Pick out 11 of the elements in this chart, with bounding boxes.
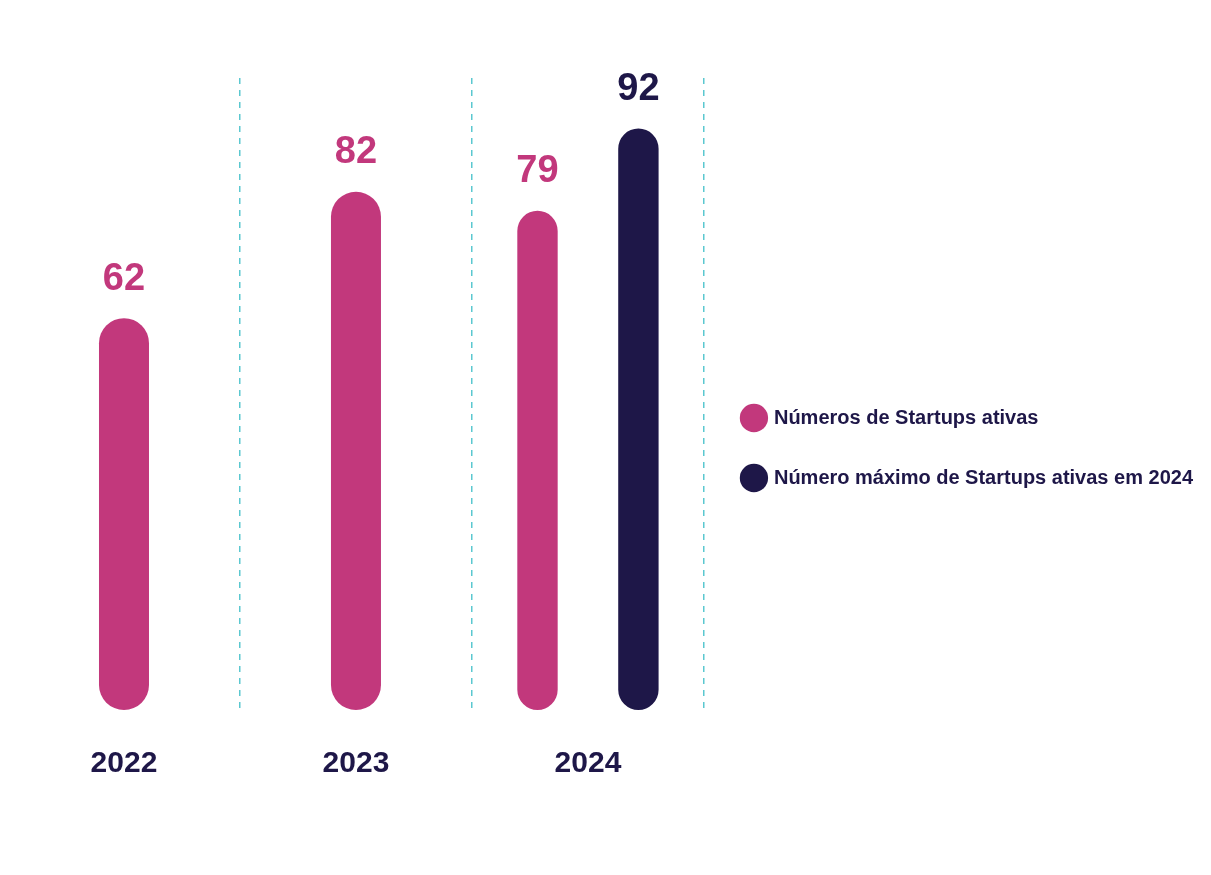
bar (98, 318, 149, 710)
x-tick-label: 2024 (554, 745, 622, 779)
legend-label: Números de Startups ativas (773, 405, 1039, 428)
legend-label: Número máximo de Startups ativas em 2024 (773, 465, 1194, 488)
data-label: 82 (334, 129, 378, 172)
x-tick-label: 2023 (322, 745, 390, 779)
x-tick-label: 2022 (90, 745, 158, 779)
data-label: 92 (617, 66, 660, 109)
data-label: 62 (102, 255, 146, 298)
bar (618, 128, 659, 710)
data-label: 79 (516, 148, 559, 191)
